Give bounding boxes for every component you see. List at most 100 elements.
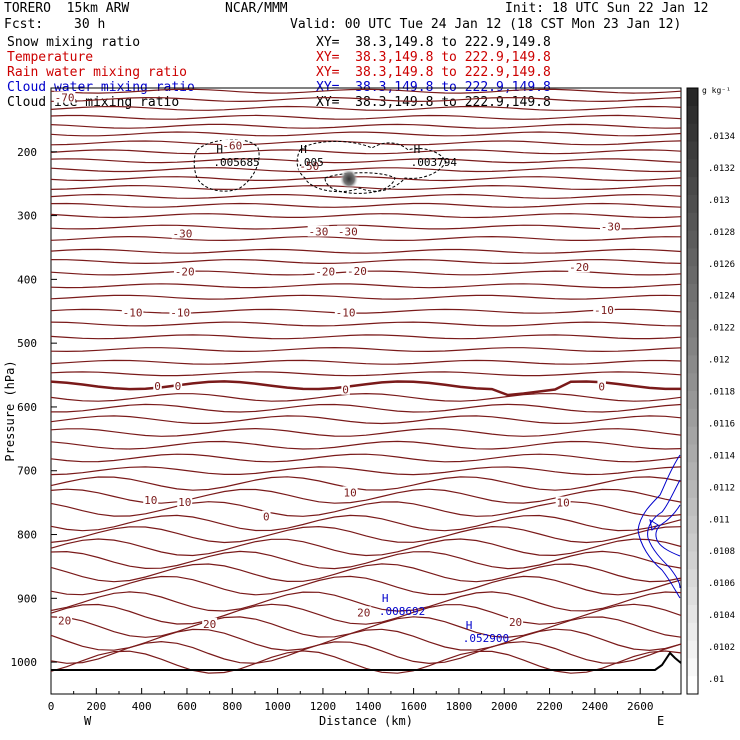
temperature-contour bbox=[50, 202, 682, 208]
temperature-contour bbox=[50, 346, 682, 353]
y-tick-label: 1000 bbox=[11, 656, 38, 669]
temperature-contour bbox=[50, 158, 682, 164]
temperature-label-bg bbox=[262, 510, 271, 522]
temperature-label-bg bbox=[153, 379, 162, 391]
temperature-label-bg bbox=[599, 220, 622, 232]
temperature-label-bg bbox=[173, 265, 196, 277]
x-axis-label: Distance (km) bbox=[319, 714, 413, 728]
temperature-label: 20 bbox=[203, 618, 216, 631]
x-tick-label: 1600 bbox=[400, 700, 427, 713]
colorbar-swatch bbox=[687, 159, 698, 178]
field-name-rain: Rain water mixing ratio bbox=[7, 65, 188, 80]
colorbar-swatch bbox=[687, 587, 698, 606]
extremum-value: .052900 bbox=[463, 632, 509, 645]
terrain-surface bbox=[51, 651, 682, 671]
temperature-label: -30 bbox=[338, 226, 358, 239]
temperature-label: 20 bbox=[509, 616, 522, 629]
colorbar-tick-label: .012 bbox=[708, 356, 730, 366]
x-axis: 0 200 400 600 800 1000 1200 1400 1600 1800 2000 220… bbox=[48, 688, 664, 728]
temperature-contour bbox=[50, 514, 682, 532]
temperature-contour bbox=[50, 550, 682, 570]
temperature-contour bbox=[50, 650, 682, 674]
colorbar-swatch bbox=[687, 444, 698, 463]
y-tick-label: 800 bbox=[17, 529, 37, 542]
temperature-contour bbox=[50, 283, 682, 289]
x-tick-label: 1200 bbox=[310, 700, 337, 713]
temperature-label: 0 bbox=[342, 384, 349, 397]
temperature-contour bbox=[50, 308, 682, 314]
temperature-label: 10 bbox=[144, 494, 157, 507]
temperature-contour bbox=[50, 248, 682, 254]
colorbar-swatch bbox=[687, 391, 698, 410]
temperature-label: -50 bbox=[299, 160, 319, 173]
colorbar-swatch bbox=[687, 604, 698, 624]
colorbar-tick-label: .0108 bbox=[708, 547, 735, 557]
colorbar-tick-label: .01 bbox=[708, 675, 724, 685]
colorbar-swatch bbox=[687, 426, 698, 445]
colorbar-swatch bbox=[687, 301, 698, 321]
colorbar-swatch bbox=[687, 248, 698, 267]
x-tick-label: 2200 bbox=[536, 700, 563, 713]
snow-contour-2 bbox=[296, 140, 447, 193]
colorbar-swatch bbox=[687, 355, 698, 374]
temperature-label-bg bbox=[508, 615, 524, 627]
temperature-contour bbox=[50, 334, 682, 340]
colorbar-tick-label: .0134 bbox=[708, 132, 735, 142]
temperature-contour bbox=[50, 167, 682, 173]
temperature-contour bbox=[50, 140, 682, 146]
snow-contour-3 bbox=[324, 172, 396, 194]
temperature-label-bg bbox=[177, 495, 193, 507]
temperature-label: -30 bbox=[308, 226, 328, 239]
temperature-contour bbox=[50, 440, 682, 450]
temperature-label: 20 bbox=[357, 606, 370, 619]
temperature-label-bg bbox=[342, 486, 358, 498]
extremum-marker: H bbox=[466, 619, 473, 632]
temperature-label-bg bbox=[171, 227, 194, 239]
west-label: W bbox=[84, 714, 92, 728]
field-xy-snow: XY= 38.3,149.8 to 222.9,149.8 bbox=[316, 35, 551, 50]
temperature-label-bg bbox=[346, 265, 368, 277]
temperature-contour bbox=[50, 235, 682, 242]
temperature-contour bbox=[50, 123, 682, 129]
colorbar-swatch bbox=[687, 569, 698, 588]
colorbar-tick-label: .0118 bbox=[708, 388, 735, 398]
colorbar-unit: g kg⁻¹ bbox=[702, 86, 731, 95]
extremum-value: .005 bbox=[297, 156, 324, 169]
colorbar-swatch bbox=[687, 230, 698, 249]
temperature-label-bg bbox=[356, 606, 372, 618]
temperature-label: -20 bbox=[347, 265, 367, 278]
field-name-snow: Snow mixing ratio bbox=[7, 35, 141, 50]
temperature-contour bbox=[50, 371, 682, 377]
temperature-label: -60 bbox=[222, 139, 242, 152]
temperature-label-bg bbox=[314, 265, 336, 277]
field-name-temperature: Temperature bbox=[7, 50, 94, 65]
temperature-label-bg bbox=[173, 379, 183, 391]
y-axis-label: Pressure (hPa) bbox=[3, 360, 17, 461]
temperature-label: 0 bbox=[598, 381, 605, 394]
colorbar-swatch bbox=[687, 105, 698, 125]
colorbar-tick-label: .013 bbox=[708, 196, 730, 206]
cloud-water-contour-1 bbox=[637, 454, 681, 599]
x-tick-label: 600 bbox=[177, 700, 197, 713]
colorbar-tick-label: .0124 bbox=[708, 292, 735, 302]
colorbar-swatch bbox=[687, 515, 698, 535]
colorbar-swatch bbox=[687, 373, 698, 392]
extremum-marker: H bbox=[382, 592, 389, 605]
temperature-label-bg bbox=[298, 159, 321, 171]
temperature-label-bg bbox=[334, 306, 357, 318]
y-tick-label: 900 bbox=[17, 592, 37, 605]
temperature-contour bbox=[50, 176, 682, 182]
east-label: E bbox=[657, 714, 664, 728]
fcst-label: Fcst: bbox=[4, 17, 44, 32]
colorbar-tick-label: .0104 bbox=[708, 611, 735, 621]
colorbar-tick-label: .0126 bbox=[708, 260, 735, 270]
temperature-contour bbox=[50, 476, 682, 491]
colorbar-swatch bbox=[687, 622, 698, 642]
x-tick-label: 200 bbox=[86, 700, 106, 713]
y-tick-label: 700 bbox=[17, 465, 37, 478]
temperature-contour bbox=[50, 88, 682, 94]
x-tick-label: 1800 bbox=[446, 700, 473, 713]
temperature-label-bg bbox=[143, 494, 159, 506]
temperature-contour bbox=[50, 453, 682, 463]
